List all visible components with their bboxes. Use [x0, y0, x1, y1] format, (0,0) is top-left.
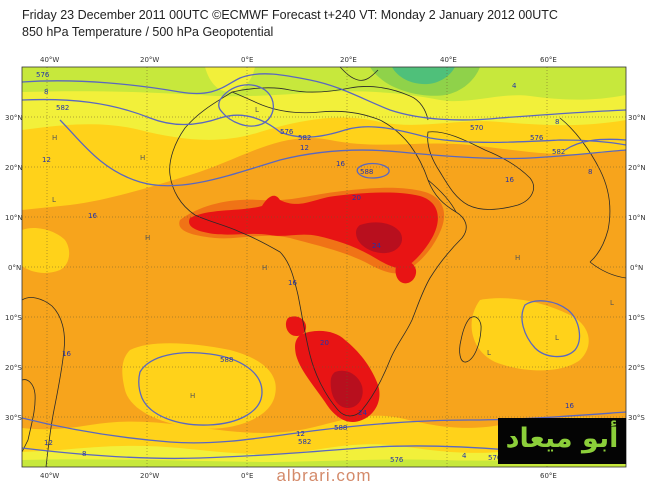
latitude-label: 0°N: [630, 264, 643, 272]
isotherm-label: 12: [296, 430, 305, 438]
longitude-label: 60°E: [540, 56, 557, 64]
isotherm-labels: 8 12 16 20 24 4 8 12 16 16 12 8 4 16 16 …: [42, 82, 592, 460]
isotherm-label: 8: [588, 168, 592, 176]
latitude-label: 20°S: [628, 364, 645, 372]
geopotential-label: 588: [360, 168, 373, 176]
isotherm-label: 16: [88, 212, 97, 220]
isotherm-label: 20: [320, 339, 329, 347]
field-description: 850 hPa Temperature / 500 hPa Geopotenti…: [22, 25, 274, 39]
geopotential-label: 582: [552, 148, 565, 156]
geopotential-label: 576: [530, 134, 544, 142]
geopotential-label: 570: [470, 124, 483, 132]
forecast-title: Friday 23 December 2011 00UTC ©ECMWF For…: [22, 8, 558, 22]
temperature-band-8: [88, 67, 118, 80]
coastlines: [22, 67, 626, 467]
latitude-label: 30°S: [5, 414, 22, 422]
logo-badge: أبو ميعاد: [498, 418, 626, 464]
site-watermark: albrari.com: [276, 466, 372, 485]
temperature-pool: [471, 298, 589, 371]
latitude-label: 20°N: [628, 164, 646, 172]
isotherm-label: 4: [512, 82, 517, 90]
high-pressure-marker: H: [145, 234, 150, 242]
high-pressure-marker: H: [52, 134, 57, 142]
low-pressure-marker: L: [255, 106, 259, 114]
longitude-label: 40°W: [40, 472, 59, 480]
isotherm-label: 12: [42, 156, 51, 164]
isotherm-label: 8: [44, 88, 48, 96]
temperature-band-cold: [392, 67, 455, 85]
latitude-label: 10°N: [628, 214, 646, 222]
longitude-label: 20°W: [140, 56, 159, 64]
isotherm-label: 16: [62, 350, 71, 358]
isotherm-label: 16: [336, 160, 345, 168]
longitude-label: 0°E: [241, 472, 253, 480]
isotherm-label: 16: [565, 402, 574, 410]
latitude-label: 10°S: [5, 314, 22, 322]
low-pressure-marker: L: [487, 349, 491, 357]
isotherm-label: 8: [555, 118, 559, 126]
temperature-band-8: [22, 459, 626, 467]
low-pressure-marker: L: [555, 334, 559, 342]
isotherm-label: 12: [300, 144, 309, 152]
temperature-hot-region: [395, 260, 417, 284]
isotherm-label: 8: [82, 450, 86, 458]
geopotential-label: 588: [334, 424, 347, 432]
geopotential-label: 582: [298, 134, 311, 142]
high-pressure-marker: H: [190, 392, 195, 400]
geopotential-labels: 576 582 588 582 576 570 576 582 588 588 …: [36, 71, 565, 464]
temperature-pool: [122, 343, 276, 429]
longitude-label: 60°E: [540, 472, 557, 480]
longitude-label: 20°E: [340, 56, 357, 64]
latitude-label: 30°S: [628, 414, 645, 422]
geopotential-label: 576: [280, 128, 294, 136]
high-pressure-marker: H: [262, 264, 267, 272]
isotherm-label: 24: [358, 409, 367, 417]
isotherm-label: 16: [288, 279, 297, 287]
isotherm-label: 20: [352, 194, 361, 202]
pressure-centres: H H H L H L L H L H L: [52, 106, 614, 400]
latitude-label: 30°N: [628, 114, 646, 122]
temperature-max-region: [330, 370, 363, 408]
latitude-labels: 30°N 20°N 10°N 0°N 10°S 20°S 30°S 30°N 2…: [5, 114, 646, 422]
low-pressure-marker: L: [610, 299, 614, 307]
longitude-label: 40°E: [440, 56, 457, 64]
high-pressure-marker: H: [515, 254, 520, 262]
isotherm-label: 16: [505, 176, 514, 184]
geopotential-label: 582: [298, 438, 311, 446]
geopotential-label: 576: [390, 456, 404, 464]
longitude-label: 40°W: [40, 56, 59, 64]
logo-text: أبو ميعاد: [505, 423, 619, 454]
low-pressure-marker: L: [52, 196, 56, 204]
geopotential-label: 588: [220, 356, 233, 364]
temperature-max-region: [356, 222, 403, 254]
map-frame: [21, 66, 627, 468]
geopotential-label: 582: [56, 104, 69, 112]
latitude-label: 20°S: [5, 364, 22, 372]
geopotential-label: 570: [488, 454, 501, 462]
temperature-pool: [22, 228, 70, 273]
latitude-label: 0°N: [8, 264, 21, 272]
isotherm-label: 24: [372, 242, 381, 250]
latitude-label: 10°S: [628, 314, 645, 322]
longitude-label: 0°E: [241, 56, 253, 64]
isotherm-label: 4: [462, 452, 467, 460]
latitude-label: 20°N: [5, 164, 23, 172]
graticule: [22, 67, 626, 467]
longitude-label: 20°W: [140, 472, 159, 480]
geopotential-label: 576: [36, 71, 50, 79]
isotherm-label: 12: [44, 439, 53, 447]
high-pressure-marker: H: [140, 154, 145, 162]
latitude-label: 30°N: [5, 114, 23, 122]
longitude-labels: 40°W 20°W 0°E 20°E 40°E 60°E 40°W 20°W 0…: [40, 56, 557, 480]
latitude-label: 10°N: [5, 214, 23, 222]
temperature-hot-region: [285, 316, 307, 336]
